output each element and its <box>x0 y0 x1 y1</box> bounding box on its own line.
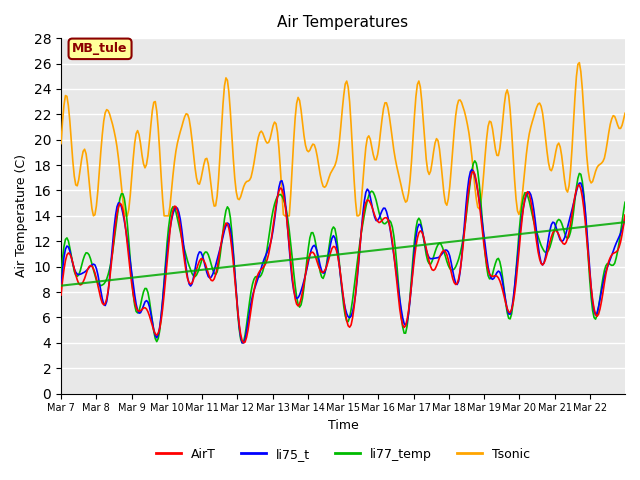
li77_temp <box>546 244 554 250</box>
Tsonic <box>94 188 102 194</box>
li77_temp <box>238 340 246 346</box>
li77_temp <box>349 297 356 303</box>
li77_temp <box>76 268 84 274</box>
Title: Air Temperatures: Air Temperatures <box>278 15 408 30</box>
li77_temp <box>471 158 479 164</box>
AirT <box>546 239 554 245</box>
li77_temp <box>621 199 629 205</box>
Tsonic <box>122 213 130 219</box>
Line: Tsonic: Tsonic <box>61 62 625 216</box>
li75_t <box>349 309 356 315</box>
Tsonic <box>76 167 84 172</box>
li77_temp <box>94 280 102 286</box>
Tsonic <box>575 60 583 65</box>
li77_temp <box>461 227 468 232</box>
X-axis label: Time: Time <box>328 419 358 432</box>
Tsonic <box>461 108 468 114</box>
li75_t <box>621 214 629 219</box>
AirT <box>621 212 629 218</box>
Tsonic <box>621 110 629 116</box>
AirT <box>470 168 477 174</box>
AirT <box>461 228 468 234</box>
li75_t <box>57 285 65 290</box>
Y-axis label: Air Temperature (C): Air Temperature (C) <box>15 155 28 277</box>
li77_temp <box>57 273 65 279</box>
AirT <box>620 223 627 228</box>
li75_t <box>461 220 468 226</box>
AirT <box>94 282 102 288</box>
li75_t <box>76 271 84 277</box>
AirT <box>57 292 65 298</box>
Text: MB_tule: MB_tule <box>72 42 128 55</box>
li75_t <box>238 340 246 346</box>
Line: li77_temp: li77_temp <box>61 161 625 343</box>
Tsonic <box>349 149 356 155</box>
AirT <box>349 315 356 321</box>
Tsonic <box>57 141 65 146</box>
Tsonic <box>620 117 627 122</box>
Tsonic <box>545 159 552 165</box>
Line: AirT: AirT <box>61 171 625 343</box>
li75_t <box>620 221 627 227</box>
AirT <box>240 340 248 346</box>
li75_t <box>546 228 554 233</box>
li75_t <box>94 272 102 277</box>
li77_temp <box>620 209 627 215</box>
Legend: AirT, li75_t, li77_temp, Tsonic: AirT, li75_t, li77_temp, Tsonic <box>151 443 535 466</box>
AirT <box>76 282 84 288</box>
li75_t <box>468 167 476 172</box>
Line: li75_t: li75_t <box>61 169 625 343</box>
